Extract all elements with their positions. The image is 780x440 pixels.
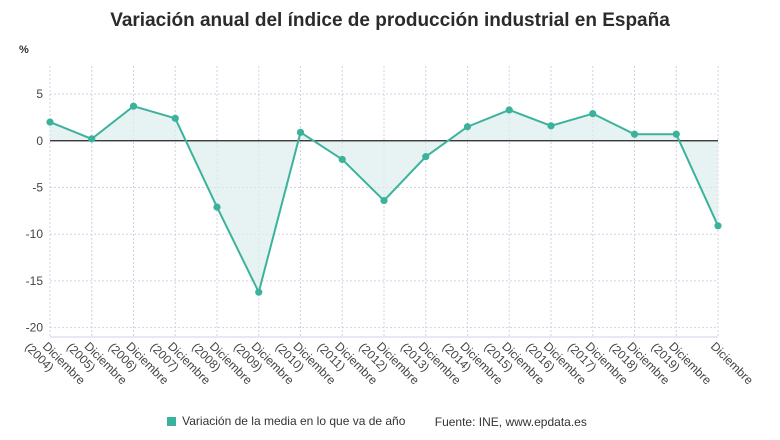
- x-tick-labels: Diciembre(2004) Diciembre(2005) Diciembre(…: [22, 339, 756, 387]
- chart-title: Variación anual del índice de producción…: [110, 10, 670, 31]
- legend: Variación de la media en lo que va de añ…: [0, 414, 780, 429]
- data-point: [46, 118, 54, 126]
- y-axis-unit: %: [19, 44, 29, 56]
- legend-item-series[interactable]: Variación de la media en lo que va de añ…: [167, 414, 405, 428]
- data-point: [630, 130, 639, 138]
- y-tick-label: 0: [36, 134, 43, 148]
- data-point: [255, 288, 263, 296]
- data-point: [714, 222, 722, 230]
- data-point: [129, 102, 138, 110]
- data-point: [589, 110, 597, 118]
- data-point: [547, 122, 555, 130]
- legend-series-label: Variación de la media en lo que va de añ…: [182, 414, 406, 428]
- x-tick-label: Diciembre: [708, 339, 756, 387]
- data-point: [338, 155, 346, 164]
- legend-swatch: [167, 416, 177, 426]
- y-tick-label: 5: [36, 87, 43, 101]
- data-point: [505, 106, 513, 114]
- data-point: [213, 203, 221, 211]
- data-point: [88, 135, 96, 143]
- data-point: [380, 196, 388, 205]
- data-point: [422, 153, 430, 161]
- data-point: [296, 128, 305, 136]
- y-tick-label: -5: [32, 180, 43, 194]
- source-note: Fuente: INE, www.epdata.es: [435, 415, 587, 429]
- source-label: Fuente: INE, www.epdata.es: [434, 414, 587, 429]
- x-tick-label-month: Diciembre: [708, 339, 756, 387]
- y-tick-label: -20: [26, 321, 44, 335]
- grid: [49, 66, 719, 338]
- data-point: [672, 130, 680, 138]
- y-tick-label: -10: [26, 227, 44, 241]
- data-point: [463, 123, 472, 131]
- data-point: [171, 114, 179, 122]
- y-tick-labels: 5 0 -5 -10 -15 -20: [26, 87, 44, 335]
- data-points: [46, 102, 722, 296]
- y-tick-label: -15: [26, 274, 44, 288]
